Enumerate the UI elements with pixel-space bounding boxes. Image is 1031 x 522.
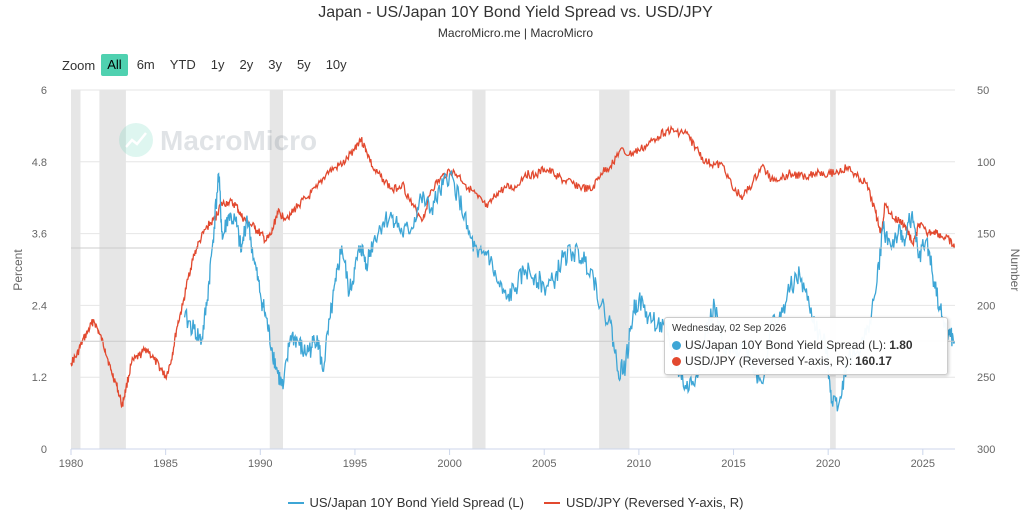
left-tick-label: 2.4: [32, 300, 47, 312]
right-tick-label: 150: [977, 229, 995, 241]
tooltip-spread-value: 1.80: [889, 338, 913, 352]
x-tick-label: 1980: [59, 458, 83, 470]
recession-band-4: [599, 90, 630, 449]
recession-band-3: [472, 90, 486, 449]
watermark-trend-icon: [125, 132, 147, 148]
recession-band-0: [71, 90, 81, 449]
chart-canvas[interactable]: MacroMicro 0 1.2 2.4 3.6 4.8 6 50 100 150 200 250 3…: [0, 0, 1031, 490]
right-tick-label: 250: [977, 372, 995, 384]
legend-usdjpy-label: USD/JPY (Reversed Y-axis, R): [565, 495, 744, 510]
zoom-label: Zoom: [62, 57, 96, 73]
axes: 0 1.2 2.4 3.6 4.8 6 50 100 150 200 250 300 1980 1985 1…: [32, 85, 996, 470]
recession-band-5: [830, 90, 836, 449]
x-tick-label: 2010: [627, 458, 651, 470]
zoom-all-button[interactable]: All: [101, 54, 128, 76]
tooltip-row-spread: US/Japan 10Y Bond Yield Spread (L): 1.80: [672, 338, 913, 352]
tooltip-usdjpy-label: USD/JPY (Reversed Y-axis, R):: [685, 354, 853, 368]
right-tick-label: 50: [977, 85, 989, 97]
legend-item-spread[interactable]: US/Japan 10Y Bond Yield Spread (L): [287, 495, 524, 510]
right-tick-label: 200: [977, 300, 995, 312]
zoom-ytd-button[interactable]: YTD: [169, 57, 196, 72]
chart-title: Japan - US/Japan 10Y Bond Yield Spread v…: [318, 4, 713, 21]
x-tick-label: 2005: [532, 458, 556, 470]
watermark-text: MacroMicro: [160, 125, 317, 156]
x-tick-label: 1995: [343, 458, 367, 470]
legend: US/Japan 10Y Bond Yield Spread (L) USD/J…: [0, 495, 1031, 510]
x-tick-label: 2000: [437, 458, 461, 470]
x-tick-label: 2015: [721, 458, 745, 470]
left-tick-label: 4.8: [32, 157, 47, 169]
recession-band-1: [99, 90, 126, 449]
legend-item-usdjpy[interactable]: USD/JPY (Reversed Y-axis, R): [543, 495, 744, 510]
zoom-bar: Zoom All 6m YTD 1y 2y 3y 5y 10y: [62, 53, 356, 77]
right-tick-label: 100: [977, 157, 995, 169]
left-axis-title: Percent: [11, 249, 25, 291]
left-tick-label: 6: [41, 85, 47, 97]
left-tick-label: 0: [41, 444, 47, 456]
usdjpy-line: [70, 124, 956, 409]
x-tick-label: 2025: [911, 458, 935, 470]
zoom-6m-button[interactable]: 6m: [136, 57, 155, 72]
tooltip-date: Wednesday, 02 Sep 2026: [672, 323, 787, 334]
right-tick-label: 300: [977, 444, 995, 456]
spread-line: [183, 169, 956, 412]
usdjpy-dot-icon: [672, 356, 681, 366]
x-tick-label: 1985: [153, 458, 177, 470]
x-tick-label: 2020: [816, 458, 840, 470]
zoom-3y-button[interactable]: 3y: [268, 57, 282, 72]
tooltip-row-usdjpy: USD/JPY (Reversed Y-axis, R): 160.17: [672, 354, 892, 368]
x-tick-label: 1990: [248, 458, 272, 470]
right-axis-title: Number: [1008, 249, 1022, 292]
zoom-5y-button[interactable]: 5y: [296, 57, 311, 72]
chart-subtitle: MacroMicro.me | MacroMicro: [437, 26, 594, 40]
legend-spread-label: US/Japan 10Y Bond Yield Spread (L): [309, 495, 524, 510]
tooltip: Wednesday, 02 Sep 2026 US/Japan 10Y Bond…: [664, 317, 948, 375]
spread-dot-icon: [672, 340, 681, 350]
macromicro-logo-icon: [119, 123, 153, 157]
left-tick-label: 1.2: [32, 372, 47, 384]
zoom-1y-button[interactable]: 1y: [210, 57, 225, 72]
watermark: MacroMicro: [119, 123, 317, 157]
tooltip-spread-label: US/Japan 10Y Bond Yield Spread (L):: [685, 338, 887, 352]
series-lines: [70, 124, 956, 412]
left-tick-label: 3.6: [32, 229, 47, 241]
usdjpy-swatch-icon: [543, 501, 560, 504]
tooltip-usdjpy-value: 160.17: [855, 354, 892, 368]
zoom-10y-button[interactable]: 10y: [325, 57, 347, 72]
spread-swatch-icon: [287, 501, 304, 504]
zoom-2y-button[interactable]: 2y: [239, 57, 254, 72]
